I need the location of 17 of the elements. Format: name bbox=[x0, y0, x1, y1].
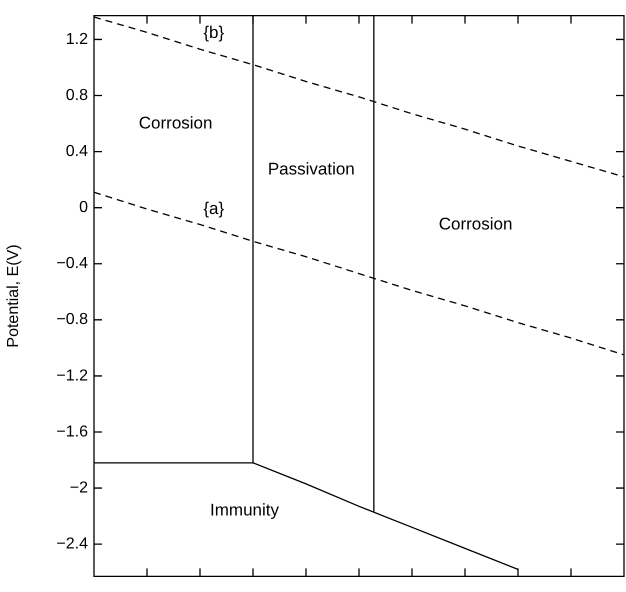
annotation: Immunity bbox=[210, 500, 280, 520]
y-tick-label: 0 bbox=[79, 199, 88, 216]
y-tick-label: −0.4 bbox=[56, 255, 88, 272]
y-tick-label: −2 bbox=[70, 479, 88, 496]
y-tick-label: 1.2 bbox=[66, 30, 88, 48]
annotation: Passivation bbox=[268, 160, 355, 179]
y-tick-label: −1.2 bbox=[56, 367, 88, 384]
annotation: {a} bbox=[203, 198, 225, 218]
y-tick-label: −1.6 bbox=[56, 423, 88, 440]
y-tick-label: 0.8 bbox=[66, 86, 88, 104]
y-tick-label: −2.4 bbox=[56, 536, 88, 553]
y-tick-label: −0.8 bbox=[56, 311, 88, 328]
y-tick-label: 0.4 bbox=[66, 143, 88, 160]
annotation: Corrosion bbox=[438, 214, 512, 234]
annotation: {b} bbox=[203, 23, 225, 42]
annotation: Corrosion bbox=[138, 114, 212, 133]
y-axis-title: Potential, E(V) bbox=[5, 244, 22, 348]
